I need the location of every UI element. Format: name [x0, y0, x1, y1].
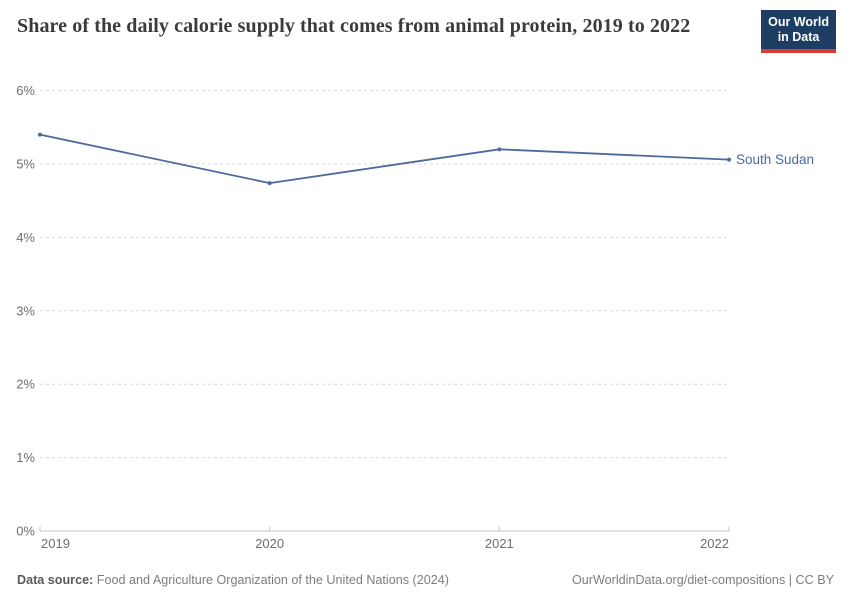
data-source: Data source: Food and Agriculture Organi… [17, 573, 449, 587]
x-tick-label-2022: 2022 [700, 536, 729, 551]
y-tick-label-3pct: 3% [16, 303, 35, 318]
y-tick-label-0pct: 0% [16, 524, 35, 539]
series-line-south-sudan[interactable] [39, 133, 730, 184]
series-label-south-sudan[interactable]: South Sudan [736, 152, 814, 167]
x-tick-label-2020: 2020 [255, 536, 284, 551]
data-point-2019[interactable] [38, 132, 42, 137]
owid-logo-line1: Our World [768, 15, 829, 29]
data-point-2022[interactable] [727, 157, 731, 162]
data-source-text: Food and Agriculture Organization of the… [96, 573, 449, 587]
y-tick-label-2pct: 2% [16, 377, 35, 392]
data-point-2020[interactable] [267, 181, 272, 186]
chart-title: Share of the daily calorie supply that c… [17, 15, 691, 37]
credit-link[interactable]: OurWorldinData.org/diet-compositions | C… [571, 573, 834, 587]
line-chart-canvas[interactable]: 0% 1% 2% 3% 4% 5% 6% 2019 2020 2021 2022 South Suda… [0, 0, 850, 560]
data-point-2021[interactable] [497, 147, 502, 152]
x-tick-label-2019: 2019 [41, 536, 70, 551]
chart-footer: Data source: Food and Agriculture Organi… [17, 573, 834, 587]
y-tick-label-6pct: 6% [16, 83, 35, 98]
y-tick-label-1pct: 1% [16, 450, 35, 465]
data-source-label: Data source: [17, 573, 97, 587]
x-tick-label-2021: 2021 [485, 536, 514, 551]
y-tick-label-4pct: 4% [16, 230, 35, 245]
y-tick-label-5pct: 5% [16, 157, 35, 172]
owid-logo[interactable]: Our World in Data [761, 10, 836, 53]
owid-logo-line2: in Data [777, 29, 820, 44]
